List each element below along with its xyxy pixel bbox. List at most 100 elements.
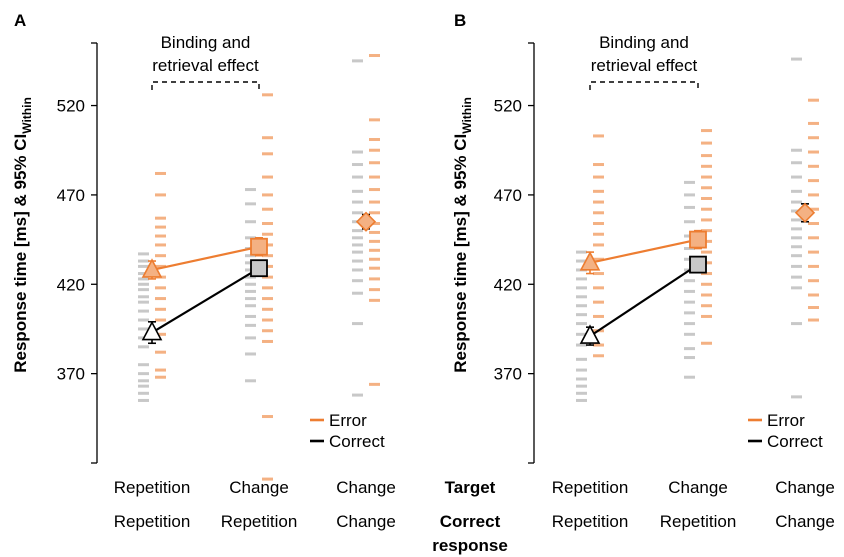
individual-point-correct xyxy=(245,314,256,318)
panel-letter: A xyxy=(14,11,26,30)
individual-point-error xyxy=(369,54,380,58)
annotation-text: retrieval effect xyxy=(152,56,259,75)
individual-point-correct xyxy=(352,250,363,254)
individual-point-correct xyxy=(576,313,587,317)
annotation-text: Binding and xyxy=(599,33,689,52)
series-line-error xyxy=(151,245,260,272)
individual-point-correct xyxy=(576,322,587,326)
y-tick-label: 420 xyxy=(57,275,85,294)
individual-point-correct xyxy=(791,254,802,258)
individual-point-error xyxy=(369,257,380,261)
individual-point-error xyxy=(593,354,604,358)
individual-point-error xyxy=(701,207,712,211)
category-target-label: Change xyxy=(229,478,289,497)
individual-point-correct xyxy=(245,220,256,224)
series-line-correct xyxy=(151,267,260,334)
individual-point-correct xyxy=(352,189,363,193)
individual-point-correct xyxy=(138,259,149,263)
individual-point-correct xyxy=(576,250,587,254)
y-tick-label: 520 xyxy=(494,97,522,116)
individual-point-correct xyxy=(684,193,695,197)
individual-point-correct xyxy=(791,200,802,204)
y-tick-label: 370 xyxy=(57,365,85,384)
individual-point-error xyxy=(262,175,273,179)
individual-point-correct xyxy=(245,282,256,286)
individual-point-correct xyxy=(791,209,802,213)
individual-point-error xyxy=(155,225,166,229)
individual-point-correct xyxy=(352,393,363,397)
individual-point-correct xyxy=(791,395,802,399)
individual-point-error xyxy=(593,243,604,247)
category-target-label: Repetition xyxy=(114,478,191,497)
individual-point-error xyxy=(369,239,380,243)
individual-point-error xyxy=(701,154,712,158)
individual-point-error xyxy=(701,141,712,145)
individual-point-correct xyxy=(138,379,149,383)
individual-point-correct xyxy=(245,304,256,308)
individual-point-correct xyxy=(684,180,695,184)
category-response-label: Repetition xyxy=(114,512,191,531)
individual-point-correct xyxy=(138,372,149,376)
individual-point-error xyxy=(262,152,273,156)
individual-point-correct xyxy=(791,227,802,231)
individual-point-correct xyxy=(352,200,363,204)
individual-point-correct xyxy=(684,205,695,209)
effect-bracket xyxy=(151,81,260,90)
individual-point-error xyxy=(155,193,166,197)
marker-correct-triangle xyxy=(579,324,601,344)
individual-point-error xyxy=(808,318,819,322)
y-tick-label: 370 xyxy=(494,365,522,384)
y-tick-label: 470 xyxy=(494,186,522,205)
individual-point-error xyxy=(808,179,819,183)
individual-point-error xyxy=(262,93,273,97)
y-axis-label-sub: Within xyxy=(20,97,34,134)
individual-point-error xyxy=(369,211,380,215)
individual-point-correct xyxy=(245,352,256,356)
individual-point-correct xyxy=(576,398,587,402)
individual-point-error xyxy=(701,218,712,222)
y-tick-label: 470 xyxy=(57,186,85,205)
row-label-correct: Correct xyxy=(440,512,501,531)
individual-point-error xyxy=(262,254,273,258)
individual-point-correct xyxy=(791,57,802,61)
row-label-response: response xyxy=(432,536,508,555)
individual-point-correct xyxy=(138,327,149,331)
individual-point-correct xyxy=(684,247,695,251)
individual-point-error xyxy=(593,189,604,193)
individual-point-correct xyxy=(576,384,587,388)
individual-point-correct xyxy=(352,259,363,263)
individual-point-correct xyxy=(576,259,587,263)
individual-point-correct xyxy=(352,150,363,154)
panel-a: A 370 420 470 520 Response time [ms] & 95% CI… xyxy=(11,11,396,531)
individual-point-error xyxy=(593,314,604,318)
individual-point-error xyxy=(808,98,819,102)
individual-point-correct xyxy=(791,218,802,222)
individual-point-correct xyxy=(245,254,256,258)
individual-point-error xyxy=(701,164,712,168)
individual-point-correct xyxy=(245,323,256,327)
individual-point-error xyxy=(593,343,604,347)
individual-point-error xyxy=(155,254,166,258)
individual-point-correct xyxy=(791,161,802,165)
individual-point-correct xyxy=(684,332,695,336)
individual-point-correct xyxy=(352,236,363,240)
category-target-label: Repetition xyxy=(552,478,629,497)
individual-point-correct xyxy=(791,189,802,193)
individual-point-error xyxy=(701,293,712,297)
individual-point-error xyxy=(593,200,604,204)
individual-point-error xyxy=(369,138,380,142)
individual-point-error xyxy=(155,171,166,175)
y-axis-label-sub: Within xyxy=(460,97,474,134)
individual-point-correct xyxy=(245,202,256,206)
panel-b: B 370 420 470 520 Response time [ms] & 95% CI… xyxy=(451,11,835,531)
y-axis-label: Response time [ms] & 95% CIWithin xyxy=(11,97,34,373)
individual-point-error xyxy=(262,307,273,311)
individual-point-correct xyxy=(138,391,149,395)
annotation-text: retrieval effect xyxy=(591,56,698,75)
individual-point-error xyxy=(155,350,166,354)
individual-point-error xyxy=(808,164,819,168)
individual-point-correct xyxy=(684,322,695,326)
individual-point-error xyxy=(262,207,273,211)
individual-point-correct xyxy=(576,343,587,347)
individual-point-correct xyxy=(245,188,256,192)
